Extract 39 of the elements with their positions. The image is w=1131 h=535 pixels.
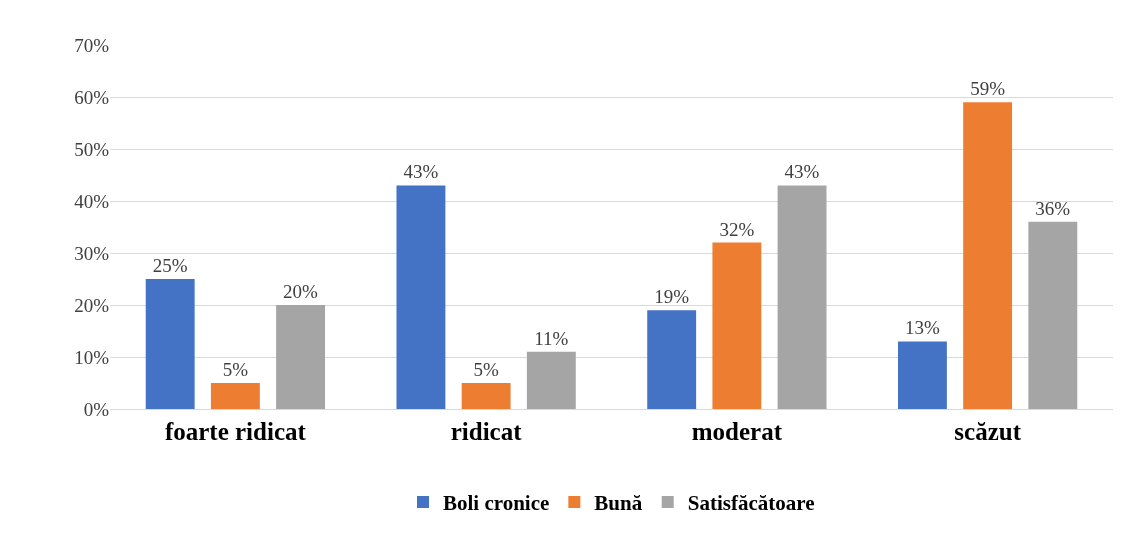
legend-label: Boli cronice	[443, 491, 550, 516]
bar	[897, 341, 947, 409]
y-tick-label: 30%	[74, 242, 110, 264]
data-label: 13%	[904, 317, 940, 339]
bar	[461, 383, 511, 409]
data-label: 43%	[403, 161, 439, 183]
bar	[145, 279, 195, 409]
legend-label: Satisfăcătoare	[687, 491, 815, 516]
bar	[276, 305, 326, 409]
bar	[963, 102, 1013, 409]
data-label: 11%	[534, 327, 569, 349]
y-tick-label: 70%	[74, 34, 110, 56]
bar	[777, 185, 827, 409]
data-label: 25%	[152, 255, 188, 276]
data-label: 32%	[719, 218, 755, 240]
bar	[712, 242, 762, 409]
bar	[647, 310, 697, 409]
legend-label: Bună	[594, 491, 643, 516]
y-tick-label: 60%	[74, 86, 110, 108]
bar	[210, 383, 260, 409]
x-tick-label: ridicat	[450, 418, 523, 445]
y-tick-label: 50%	[74, 138, 110, 160]
bar	[396, 185, 446, 409]
bar	[526, 351, 576, 409]
y-tick-label: 0%	[83, 398, 110, 420]
bar	[1028, 221, 1078, 409]
x-tick-label: moderat	[691, 418, 783, 445]
x-tick-label: foarte ridicat	[164, 418, 307, 445]
y-tick-label: 10%	[74, 346, 110, 368]
x-tick-label: scăzut	[954, 418, 1022, 445]
data-label: 43%	[784, 161, 820, 183]
data-label: 36%	[1035, 197, 1071, 219]
data-label: 5%	[473, 359, 499, 380]
data-label: 19%	[654, 286, 690, 308]
y-tick-label: 20%	[74, 294, 110, 316]
y-tick-label: 40%	[74, 190, 110, 212]
data-label: 59%	[970, 78, 1006, 100]
data-label: 20%	[283, 281, 319, 302]
data-label: 5%	[222, 359, 249, 380]
